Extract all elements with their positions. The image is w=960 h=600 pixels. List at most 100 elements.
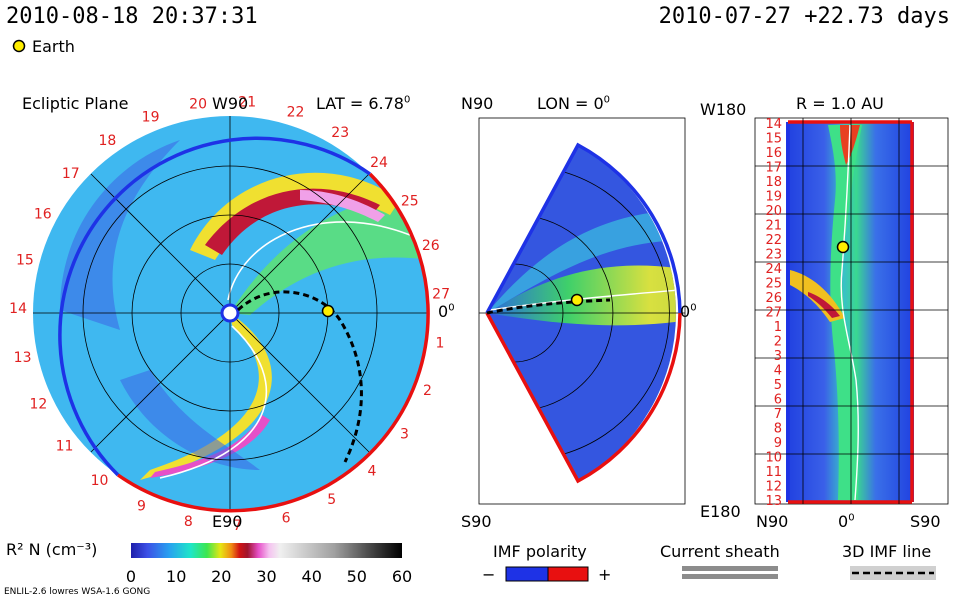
rim-day-number: 18	[98, 133, 116, 149]
radial-day-number: 21	[765, 219, 782, 234]
radial-day-number: 1	[774, 320, 782, 335]
meridional-bottom-label: S90	[461, 512, 492, 531]
rim-day-number: 5	[327, 492, 336, 508]
rim-day-number: 3	[400, 427, 409, 443]
current-sheath-line-2	[159, 325, 267, 479]
ecliptic-right-label: 00	[438, 302, 455, 321]
sheath-swatch-bottom	[682, 574, 778, 579]
radial-day-number: 17	[765, 161, 782, 176]
imf-polarity-title: IMF polarity	[493, 542, 587, 561]
rim-day-number: 23	[331, 125, 349, 141]
radial-day-number: 22	[765, 233, 782, 248]
rim-day-number: 13	[14, 350, 32, 366]
meridional-plane-panel	[478, 117, 686, 505]
rim-day-number: 15	[16, 252, 34, 268]
radial-frame	[754, 117, 949, 505]
rim-day-number: 6	[282, 511, 291, 527]
meridional-sheath-line	[489, 289, 676, 311]
radial-day-number: 14	[765, 117, 782, 132]
radial-hotspot-top	[840, 125, 860, 165]
radial-panel	[754, 117, 949, 505]
colorbar-gradient	[131, 543, 402, 558]
radial-day-number: 10	[765, 451, 782, 466]
rim-day-number: 10	[91, 473, 109, 489]
radial-day-number: 18	[765, 175, 782, 190]
meridional-cyan-band	[487, 210, 676, 313]
imf-line-legend	[850, 566, 936, 580]
colorbar-tick-label: 20	[211, 567, 231, 586]
radial-day-number: 11	[765, 465, 782, 480]
radial-day-number: 24	[765, 262, 782, 277]
radial-day-number: 6	[774, 393, 782, 408]
colorbar-tick-label: 60	[392, 567, 412, 586]
radial-day-number: 2	[774, 335, 782, 350]
reference-title: 2010-07-27 +22.73 days	[658, 4, 950, 29]
imf-line-meridional	[486, 298, 611, 315]
colorbar-ticks: 0 10 20 30 40 50 60	[126, 567, 412, 586]
density-blue-south	[120, 370, 260, 470]
colorbar-tick-label: 0	[126, 567, 136, 586]
radial-x-right: S90	[910, 512, 941, 531]
polarity-positive-swatch	[547, 566, 589, 582]
colorbar-tick-label: 10	[166, 567, 186, 586]
rim-day-number: 7	[233, 518, 242, 534]
radial-day-number: 13	[765, 494, 782, 509]
earth-marker-ecliptic	[321, 304, 335, 318]
meridional-rim-negative	[485, 142, 682, 314]
colorbar-tick-label: 40	[302, 567, 322, 586]
radial-grid	[755, 118, 948, 504]
rim-day-number: 9	[137, 499, 146, 515]
imf-line-title: 3D IMF line	[842, 542, 932, 561]
earth-marker-meridional	[570, 293, 584, 307]
polarity-minus-label: −	[482, 565, 496, 584]
colorbar: 0 10 20 30 40 50 60	[126, 543, 412, 586]
radial-day-number: 12	[765, 480, 782, 495]
earth-legend-marker	[12, 39, 26, 53]
radial-day-number: 15	[765, 132, 782, 147]
polarity-negative-swatch	[505, 566, 549, 582]
rim-day-number: 8	[184, 514, 193, 530]
ecliptic-top-label: W90	[212, 94, 249, 113]
current-sheath-legend	[682, 566, 778, 579]
ecliptic-plane-panel	[33, 116, 430, 513]
rim-day-number: 2	[423, 383, 432, 399]
meridional-lon-label: LON = 00	[537, 94, 611, 113]
rim-day-number: 4	[367, 464, 376, 480]
meridional-grid	[479, 171, 685, 455]
rim-day-number: 25	[401, 194, 419, 210]
radial-day-number: 4	[774, 364, 782, 379]
radial-day-number: 23	[765, 248, 782, 263]
sun-marker	[220, 303, 240, 323]
radial-x-mid: 00	[838, 512, 855, 531]
radial-hotspot-mid-peak	[808, 292, 840, 318]
density-blue-region	[60, 140, 180, 330]
rim-day-number: 24	[370, 155, 388, 171]
radial-day-number: 20	[765, 204, 782, 219]
radial-x-left: N90	[756, 512, 789, 531]
radial-day-number: 27	[765, 306, 782, 321]
colorbar-tick-label: 30	[256, 567, 276, 586]
rim-day-number: 20	[189, 96, 207, 112]
rim-day-number: 21	[238, 95, 256, 111]
radial-top-label: W180	[700, 100, 747, 119]
radial-r-label: R = 1.0 AU	[796, 94, 884, 113]
polarity-plus-label: +	[598, 565, 612, 584]
meridional-frame	[478, 117, 686, 505]
meridional-rim-positive	[485, 312, 682, 484]
radial-day-number: 16	[765, 146, 782, 161]
ecliptic-bottom-label: E90	[212, 512, 243, 531]
radial-day-number: 8	[774, 422, 782, 437]
rim-day-number: 14	[9, 301, 27, 317]
density-spiral-outer	[230, 190, 427, 315]
imf-line-ecliptic	[236, 290, 363, 463]
rim-day-number: 1	[435, 336, 444, 352]
rim-day-number: 26	[422, 238, 440, 254]
current-sheath-line	[227, 221, 411, 301]
radial-day-numbers: 1415161718192021222324252627123456789101…	[765, 117, 782, 509]
rim-day-number: 17	[62, 166, 80, 182]
ecliptic-lat-label: LAT = 6.780	[316, 94, 411, 113]
radial-day-number: 9	[774, 436, 782, 451]
meridional-right-label: 00	[680, 302, 697, 321]
datetime-title: 2010-08-18 20:37:31	[6, 4, 258, 29]
